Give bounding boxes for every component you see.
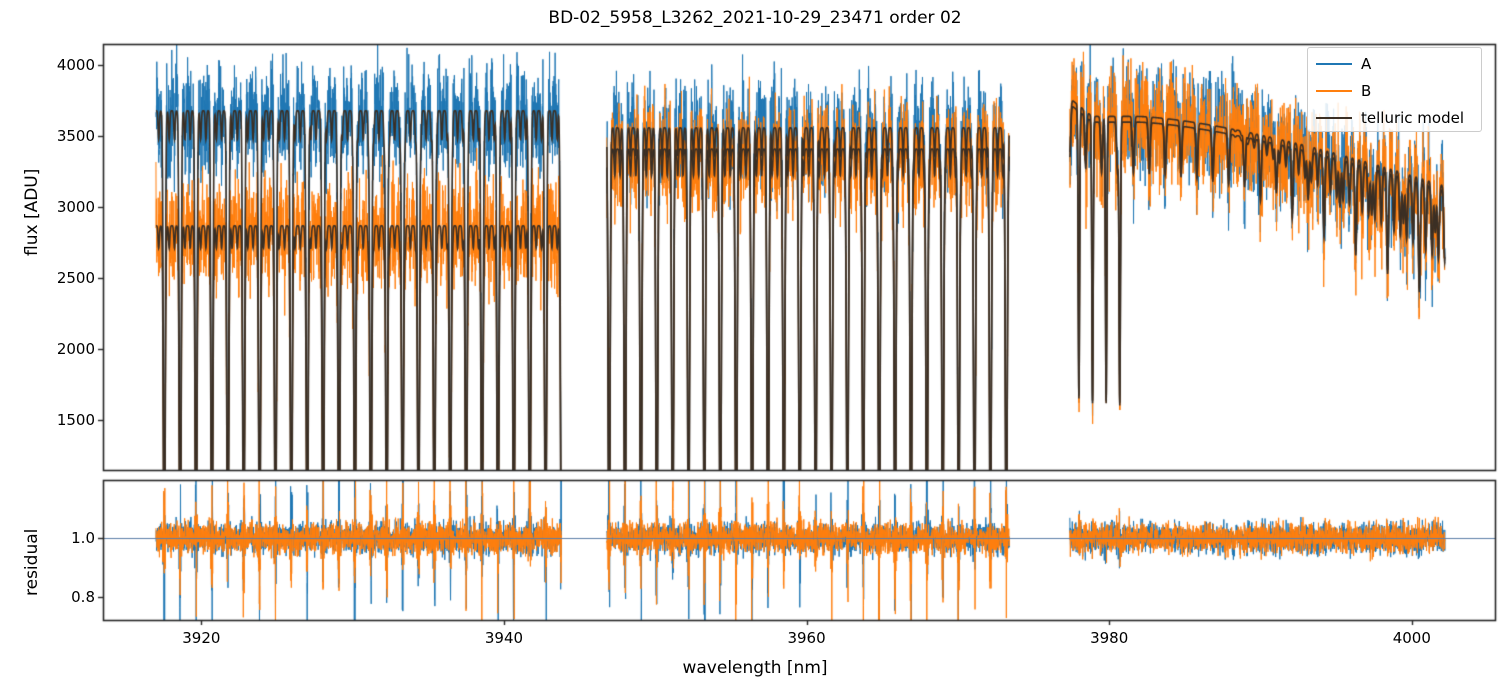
line-swatch-orange-icon [1316, 90, 1352, 92]
legend-entry-b: B [1316, 79, 1371, 103]
legend-label-b: B [1361, 82, 1372, 100]
legend-entry-telluric: telluric model [1316, 106, 1464, 130]
line-swatch-dark-icon [1316, 117, 1352, 119]
line-swatch-blue-icon [1316, 63, 1352, 65]
legend-label-a: A [1361, 55, 1372, 73]
legend-label-telluric: telluric model [1361, 109, 1465, 127]
legend-entry-a: A [1316, 52, 1371, 76]
legend: A B telluric model [1307, 47, 1482, 132]
